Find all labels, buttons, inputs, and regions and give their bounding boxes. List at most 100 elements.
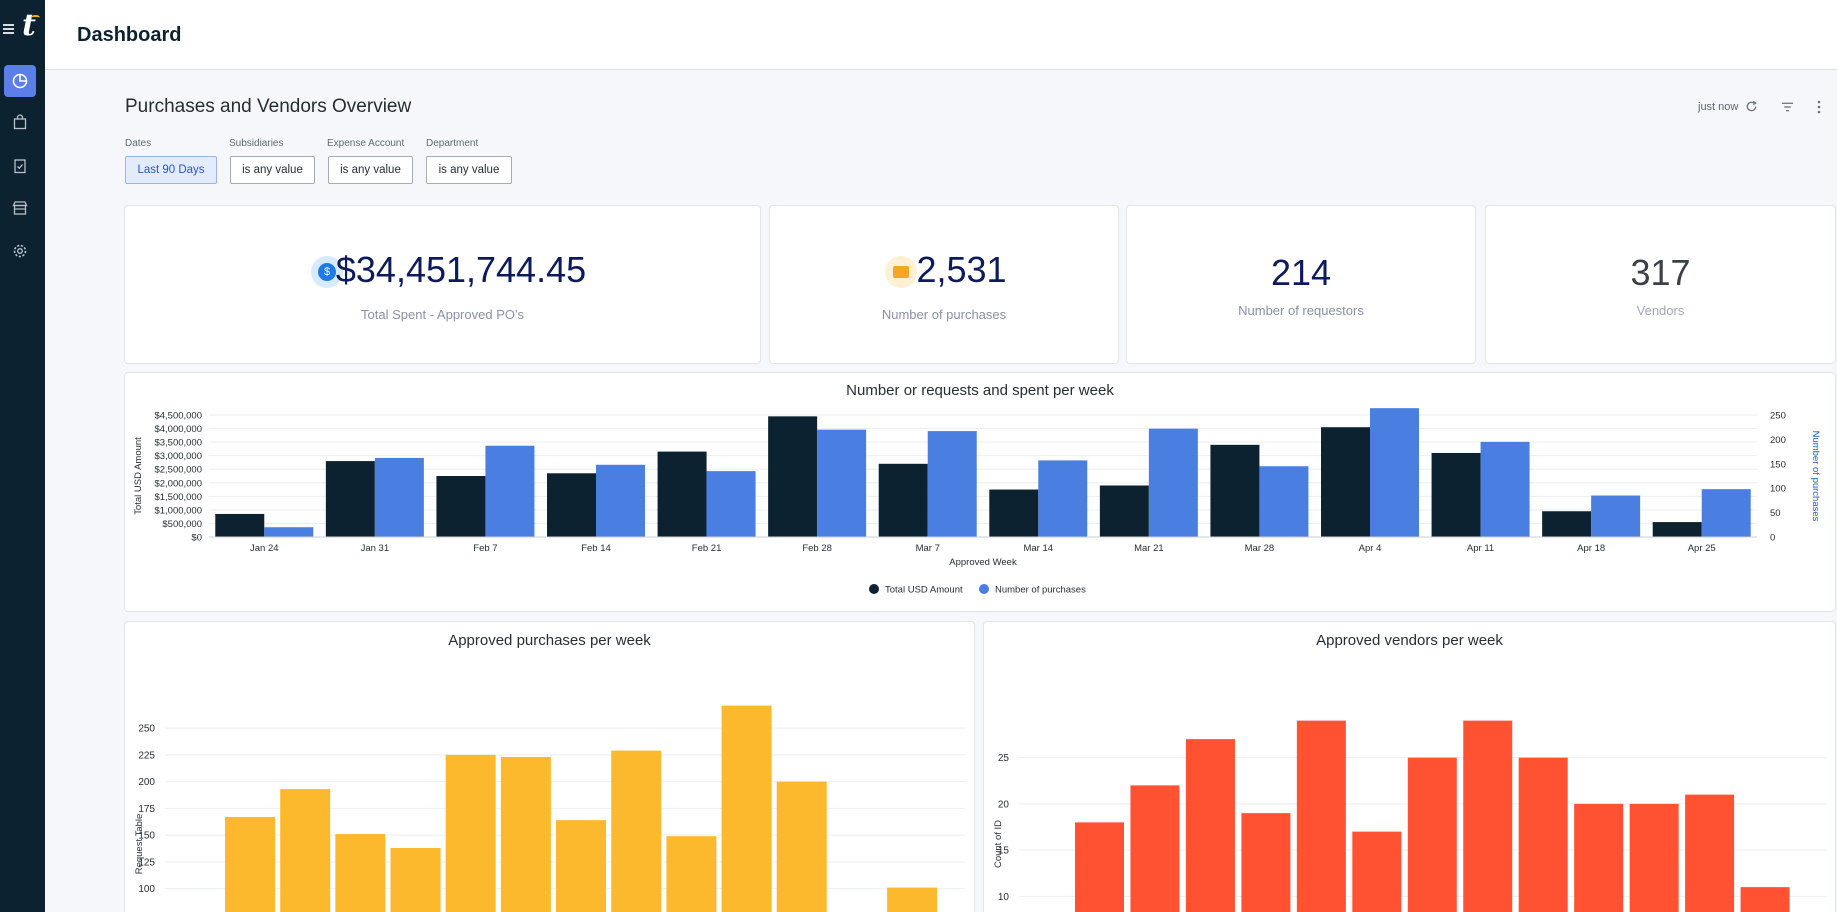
filter-label-expense-account: Expense Account: [327, 138, 405, 149]
y-axis-label: Total USD Amount: [133, 437, 144, 515]
y-tick-label: $4,500,000: [154, 411, 202, 422]
y2-tick-label: 200: [1770, 435, 1786, 446]
bar: [390, 847, 441, 912]
kpi-card-requestors: 214 Number of requestors: [1127, 206, 1475, 363]
y2-tick-label: 0: [1770, 533, 1775, 544]
usd-amount-bar: [878, 463, 928, 537]
y-tick-label: 200: [138, 777, 155, 788]
bar: [1740, 887, 1790, 912]
purchases-count-bar: [1480, 441, 1530, 537]
y2-tick-label: 50: [1770, 508, 1781, 519]
pie-chart-icon: [12, 73, 28, 89]
kpi-label-total-spent: Total Spent - Approved PO's: [361, 307, 524, 322]
y-axis-label: Request Table: [134, 814, 145, 875]
bar: [887, 887, 938, 912]
purchases-count-bar: [264, 527, 314, 537]
filter-subsidiaries-button[interactable]: is any value: [230, 156, 315, 184]
y-tick-label: $3,500,000: [154, 438, 202, 449]
usd-amount-bar: [657, 451, 707, 537]
purchases-count-bar: [596, 464, 645, 537]
bar: [1685, 794, 1735, 912]
purchases-count-bar: [1701, 489, 1751, 537]
x-tick-label: Jan 31: [361, 543, 390, 554]
app-logo[interactable]: t: [22, 8, 36, 43]
weekly-spend-chart-card: Number or requests and spent per week $0…: [125, 373, 1835, 611]
y-axis-label: Count of ID: [993, 820, 1004, 868]
kpi-card-total-spent: $ $34,451,744.45 Total Spent - Approved …: [125, 206, 760, 363]
y-tick-label: $0: [191, 533, 202, 544]
approved-purchases-chart-card: Approved purchases per week 100 125 150 175…: [125, 622, 974, 912]
purchases-count-bar: [1259, 466, 1309, 537]
y-tick-label: 15: [998, 846, 1010, 857]
kpi-card-purchases: 2,531 Number of purchases: [770, 206, 1118, 363]
bar: [1185, 739, 1235, 912]
y-tick-label: $500,000: [162, 519, 202, 530]
filter-expense-account-button[interactable]: is any value: [328, 156, 413, 184]
hamburger-menu-icon[interactable]: [3, 24, 14, 34]
more-options-icon[interactable]: [1816, 100, 1822, 114]
y-tick-label: 175: [138, 804, 155, 815]
purchases-count-bar: [485, 445, 535, 537]
filter-label-dates: Dates: [125, 138, 152, 149]
weekly-spend-chart-title: Number or requests and spent per week: [846, 382, 1114, 399]
y2-tick-label: 250: [1770, 411, 1786, 422]
filter-dates-button[interactable]: Last 90 Days: [125, 156, 217, 184]
bar: [721, 705, 772, 912]
approved-purchases-chart-title: Approved purchases per week: [448, 632, 651, 649]
dashboard-title: Purchases and Vendors Overview: [125, 96, 412, 117]
sidebar: t: [0, 0, 45, 912]
x-tick-label: Apr 4: [1359, 543, 1382, 554]
gear-icon: [13, 244, 27, 258]
bar: [1075, 822, 1124, 912]
sidebar-item-purchases[interactable]: [4, 106, 36, 138]
purchases-count-bar: [927, 431, 977, 537]
y-tick-label: $2,000,000: [154, 478, 202, 489]
legend-label-purchases: Number of purchases: [995, 585, 1086, 596]
sidebar-item-approvals[interactable]: [4, 150, 36, 182]
purchases-count-bar: [1038, 460, 1088, 537]
approved-vendors-chart-title: Approved vendors per week: [1316, 632, 1503, 649]
bar: [1629, 803, 1679, 912]
filter-icon[interactable]: [1781, 101, 1794, 113]
sidebar-item-vendors[interactable]: [4, 192, 36, 224]
y-tick-label: 10: [998, 892, 1010, 903]
x-tick-label: Apr 18: [1577, 543, 1605, 554]
x-tick-label: Feb 21: [692, 543, 722, 554]
last-updated-text: just now: [1698, 101, 1739, 113]
bar: [445, 754, 496, 912]
x-tick-label: Mar 28: [1245, 543, 1275, 554]
approved-vendors-chart-card: Approved vendors per week 10 15 20 25 Count …: [984, 622, 1835, 912]
kpi-label-vendors: Vendors: [1636, 303, 1685, 318]
bar: [225, 816, 275, 912]
purchases-count-bar: [706, 471, 756, 537]
y-tick-label: 100: [138, 884, 155, 895]
bar: [500, 757, 551, 912]
usd-amount-bar: [989, 489, 1039, 537]
filter-label-department: Department: [426, 138, 479, 149]
y2-tick-label: 150: [1770, 459, 1786, 470]
legend-label-usd: Total USD Amount: [885, 585, 963, 596]
approved-purchases-chart: 100 125 150 175 200 225 250 Request Table: [134, 705, 965, 912]
x-tick-label: Apr 25: [1688, 543, 1716, 554]
sidebar-item-settings[interactable]: [4, 235, 36, 267]
bar: [666, 836, 717, 912]
filter-label-subsidiaries: Subsidiaries: [229, 138, 284, 149]
sidebar-item-dashboard[interactable]: [4, 65, 36, 97]
bar: [335, 834, 386, 912]
y2-axis-label: Number of purchases: [1810, 431, 1821, 522]
x-tick-label: Mar 14: [1023, 543, 1053, 554]
legend-marker-usd: [869, 584, 879, 594]
filter-department-button[interactable]: is any value: [426, 156, 512, 184]
y-tick-label: $1,000,000: [154, 505, 202, 516]
kpi-value-purchases: 2,531: [916, 249, 1007, 290]
refresh-icon[interactable]: [1745, 100, 1758, 113]
usd-amount-bar: [1542, 511, 1592, 537]
x-tick-label: Feb 28: [802, 543, 832, 554]
y-tick-label: $3,000,000: [154, 451, 202, 462]
x-tick-label: Apr 11: [1467, 543, 1494, 554]
y-tick-label: $2,500,000: [154, 465, 202, 476]
x-tick-label: Feb 14: [581, 543, 611, 554]
bar: [1518, 757, 1568, 912]
x-tick-label: Mar 7: [916, 543, 940, 554]
kpi-value-vendors: 317: [1630, 252, 1691, 293]
